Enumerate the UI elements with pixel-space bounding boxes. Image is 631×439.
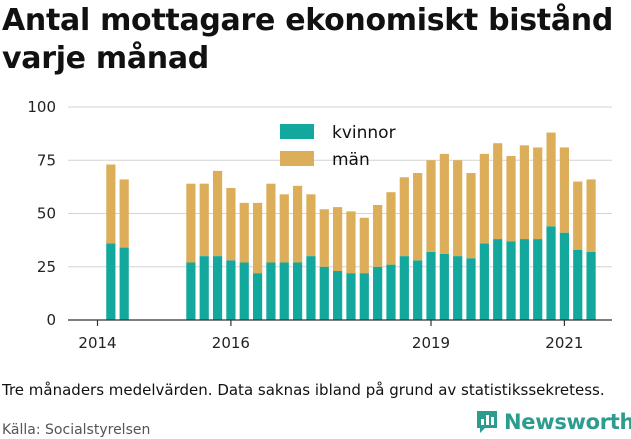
bar-kvinnor-23 [466, 258, 476, 320]
brand-name: Newsworthy [504, 410, 631, 434]
bar-man-10 [293, 185, 303, 263]
bar-man-6 [239, 202, 249, 263]
bar-man-3 [199, 183, 209, 257]
bar-chart-speech-bubble-icon [477, 411, 497, 433]
bar-man-5 [226, 187, 236, 261]
bar-man-17 [386, 192, 396, 265]
bar-kvinnor-4 [212, 256, 223, 320]
bar-man-7 [252, 202, 263, 274]
newsworthy-logo[interactable]: Newsworthy [476, 408, 631, 436]
bar-kvinnor-20 [426, 251, 436, 320]
bar-man-30 [559, 147, 569, 233]
bar-man-21 [439, 153, 449, 254]
bar-man-24 [479, 153, 489, 244]
bar-kvinnor-10 [293, 262, 303, 320]
x-tick-label-2014: 2014 [78, 334, 116, 352]
bar-kvinnor-5 [226, 260, 236, 320]
chart-caption: Tre månaders medelvärden. Data saknas ib… [2, 381, 605, 399]
x-tick-label-2016: 2016 [212, 334, 250, 352]
bar-man-31 [573, 181, 583, 250]
bar-kvinnor-15 [359, 273, 369, 320]
bar-kvinnor-19 [413, 260, 423, 320]
bar-man-32 [586, 179, 596, 252]
y-tick-label-100: 100 [27, 98, 56, 116]
bar-man-23 [466, 173, 476, 259]
bar-man-4 [212, 170, 223, 257]
bar-man-27 [519, 145, 529, 240]
bar-man-9 [279, 194, 289, 263]
bar-man-18 [399, 177, 409, 257]
bar-chart: 025507510020142016201920212023 kvinnor m… [27, 98, 612, 352]
bar-kvinnor-18 [399, 256, 409, 320]
bar-man-16 [373, 204, 383, 267]
bar-kvinnor-8 [266, 262, 276, 320]
bar-kvinnor-31 [573, 249, 583, 320]
y-tick-label-75: 75 [37, 151, 56, 169]
chart-title: Antal mottagare ekonomiskt bistånd varje… [2, 3, 614, 76]
legend: kvinnor män [280, 123, 396, 170]
bar-kvinnor-28 [533, 239, 543, 320]
bar-kvinnor-32 [586, 251, 596, 320]
bar-kvinnor-13 [333, 271, 343, 320]
y-tick-label-0: 0 [46, 311, 56, 329]
bar-man-15 [359, 217, 369, 274]
bar-man-13 [333, 207, 343, 272]
bar-kvinnor-22 [453, 256, 463, 320]
bar-kvinnor-27 [519, 239, 529, 320]
bar-kvinnor-6 [239, 262, 249, 320]
bar-man-29 [546, 132, 556, 227]
bar-man-8 [266, 183, 276, 263]
bar-man-22 [453, 160, 463, 257]
bar-man-19 [413, 173, 423, 261]
y-tick-label-25: 25 [37, 258, 56, 276]
bar-man-26 [506, 155, 516, 242]
legend-label-man: män [332, 150, 370, 170]
source-text: Källa: Socialstyrelsen [2, 422, 151, 438]
bar-kvinnor-12 [319, 266, 329, 320]
bar-man-1 [119, 179, 129, 248]
bar-man-2 [186, 183, 196, 263]
bar-kvinnor-26 [506, 241, 516, 320]
bar-kvinnor-24 [479, 243, 489, 320]
bar-kvinnor-2 [186, 262, 196, 320]
bar-kvinnor-21 [439, 253, 449, 320]
bar-kvinnor-14 [346, 273, 356, 320]
bar-kvinnor-25 [493, 239, 503, 320]
bar-man-0 [106, 164, 116, 244]
legend-label-kvinnor: kvinnor [332, 123, 396, 143]
bar-kvinnor-9 [279, 262, 289, 320]
bar-layer [106, 132, 596, 320]
bar-kvinnor-7 [252, 273, 263, 320]
bar-kvinnor-1 [119, 247, 129, 320]
x-tick-label-2019: 2019 [412, 334, 450, 352]
y-tick-label-50: 50 [37, 205, 56, 223]
bar-kvinnor-16 [373, 266, 383, 320]
bar-kvinnor-3 [199, 256, 209, 320]
x-tick-label-2021: 2021 [545, 334, 583, 352]
bar-kvinnor-17 [386, 264, 396, 320]
legend-swatch-kvinnor [280, 124, 314, 139]
bar-kvinnor-11 [306, 256, 316, 320]
bar-man-14 [346, 211, 356, 274]
bar-kvinnor-30 [559, 232, 569, 320]
bar-man-20 [426, 160, 436, 252]
bar-man-11 [306, 194, 316, 257]
bar-man-12 [319, 209, 329, 267]
bar-man-28 [533, 147, 543, 240]
bar-kvinnor-29 [546, 226, 556, 320]
legend-swatch-man [280, 151, 314, 166]
bar-man-25 [493, 143, 503, 240]
bar-kvinnor-0 [106, 243, 116, 320]
axis-layer: 025507510020142016201920212023 [27, 98, 612, 352]
